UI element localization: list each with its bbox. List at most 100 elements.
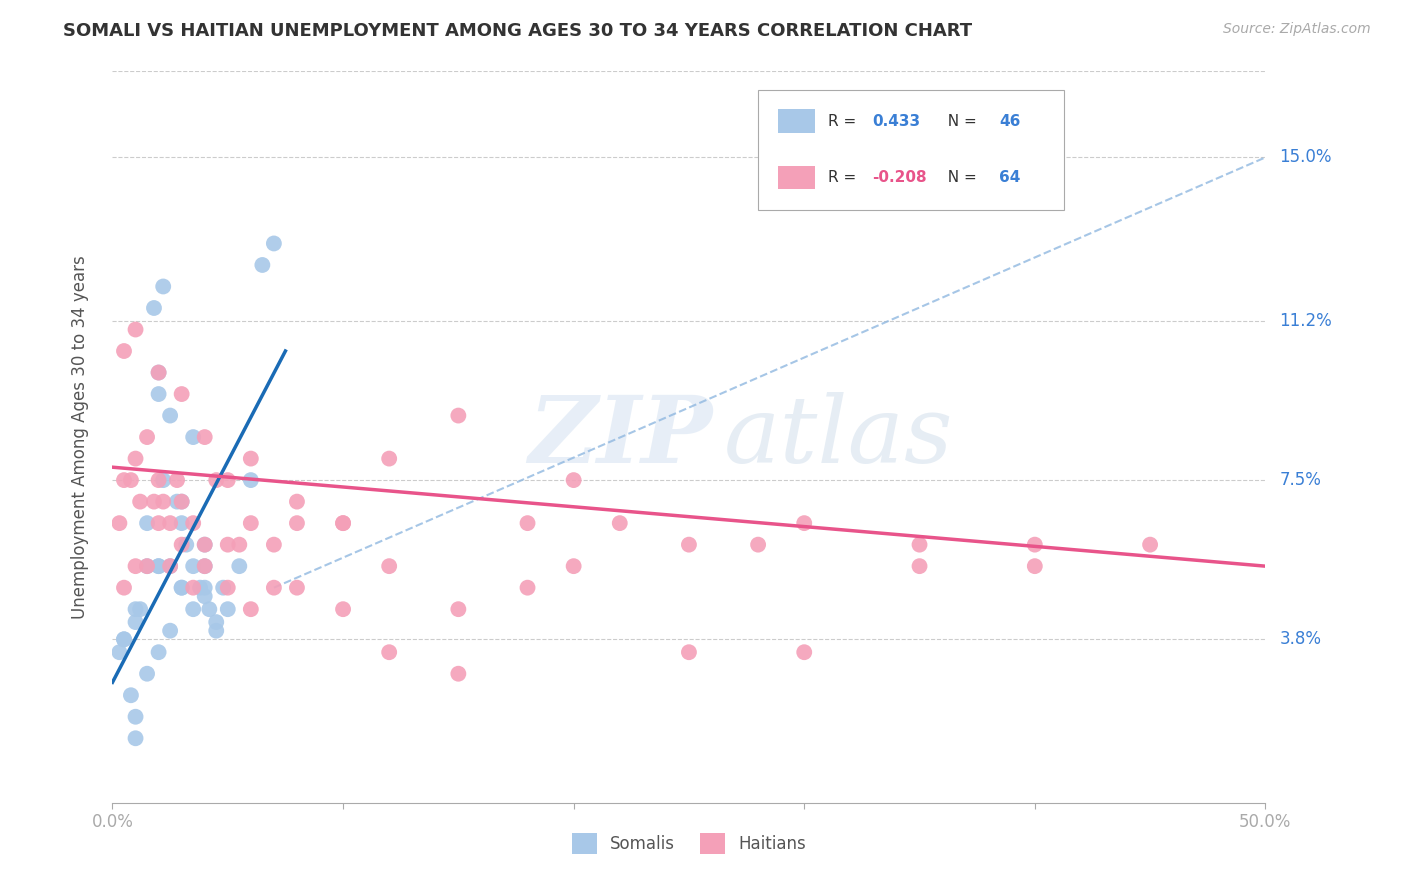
Point bbox=[332, 516, 354, 530]
Point bbox=[188, 581, 211, 595]
Text: SOMALI VS HAITIAN UNEMPLOYMENT AMONG AGES 30 TO 34 YEARS CORRELATION CHART: SOMALI VS HAITIAN UNEMPLOYMENT AMONG AGE… bbox=[63, 22, 973, 40]
Text: 64: 64 bbox=[1000, 169, 1021, 185]
Point bbox=[170, 581, 193, 595]
Point bbox=[194, 581, 217, 595]
Point bbox=[793, 645, 815, 659]
Point bbox=[228, 538, 250, 552]
Point bbox=[332, 602, 354, 616]
Point bbox=[194, 538, 217, 552]
Point bbox=[148, 559, 170, 574]
Point bbox=[108, 516, 131, 530]
Point bbox=[159, 624, 181, 638]
Point bbox=[148, 366, 170, 380]
Point bbox=[170, 581, 193, 595]
Point bbox=[228, 559, 250, 574]
Point bbox=[124, 731, 146, 746]
Text: R =: R = bbox=[828, 169, 862, 185]
Point bbox=[152, 494, 174, 508]
Point bbox=[194, 538, 217, 552]
Text: 0.433: 0.433 bbox=[872, 113, 921, 128]
Point bbox=[124, 710, 146, 724]
Point bbox=[136, 666, 159, 681]
Point bbox=[170, 538, 193, 552]
Text: R =: R = bbox=[828, 113, 862, 128]
Point bbox=[181, 559, 204, 574]
Point bbox=[148, 387, 170, 401]
Point bbox=[194, 589, 217, 603]
Point bbox=[152, 473, 174, 487]
Y-axis label: Unemployment Among Ages 30 to 34 years: Unemployment Among Ages 30 to 34 years bbox=[70, 255, 89, 619]
Point bbox=[120, 473, 142, 487]
Point bbox=[1139, 538, 1161, 552]
Point bbox=[217, 602, 239, 616]
Point bbox=[124, 602, 146, 616]
Point bbox=[217, 538, 239, 552]
Legend: Somalis, Haitians: Somalis, Haitians bbox=[565, 827, 813, 860]
Point bbox=[170, 516, 193, 530]
Point bbox=[378, 645, 401, 659]
Point bbox=[143, 301, 166, 315]
Point bbox=[148, 559, 170, 574]
Text: atlas: atlas bbox=[724, 392, 953, 482]
Point bbox=[170, 387, 193, 401]
Text: N =: N = bbox=[938, 113, 981, 128]
Point bbox=[263, 538, 285, 552]
Point bbox=[124, 322, 146, 336]
Point bbox=[159, 516, 181, 530]
Point bbox=[136, 430, 159, 444]
Point bbox=[166, 473, 188, 487]
Point bbox=[516, 516, 538, 530]
Point bbox=[516, 581, 538, 595]
Point bbox=[136, 559, 159, 574]
Point bbox=[217, 581, 239, 595]
FancyBboxPatch shape bbox=[758, 90, 1063, 211]
Point bbox=[378, 559, 401, 574]
Point bbox=[143, 494, 166, 508]
Text: N =: N = bbox=[938, 169, 981, 185]
Point bbox=[181, 581, 204, 595]
FancyBboxPatch shape bbox=[778, 166, 814, 189]
Text: -0.208: -0.208 bbox=[872, 169, 927, 185]
Text: 11.2%: 11.2% bbox=[1279, 312, 1331, 330]
Text: Source: ZipAtlas.com: Source: ZipAtlas.com bbox=[1223, 22, 1371, 37]
Point bbox=[205, 473, 228, 487]
Point bbox=[170, 494, 193, 508]
Point bbox=[181, 430, 204, 444]
Point bbox=[148, 516, 170, 530]
Point bbox=[609, 516, 631, 530]
Point bbox=[129, 602, 152, 616]
FancyBboxPatch shape bbox=[778, 110, 814, 133]
Point bbox=[908, 538, 931, 552]
Point bbox=[562, 473, 585, 487]
Point bbox=[747, 538, 769, 552]
Point bbox=[217, 473, 239, 487]
Point bbox=[159, 559, 181, 574]
Point bbox=[194, 559, 217, 574]
Text: 3.8%: 3.8% bbox=[1279, 631, 1322, 648]
Point bbox=[252, 258, 274, 272]
Point bbox=[239, 602, 262, 616]
Point bbox=[447, 409, 470, 423]
Point bbox=[285, 494, 308, 508]
Point bbox=[112, 581, 135, 595]
Point bbox=[793, 516, 815, 530]
Point bbox=[378, 451, 401, 466]
Point bbox=[678, 538, 700, 552]
Point bbox=[198, 602, 221, 616]
Point bbox=[181, 602, 204, 616]
Point bbox=[239, 451, 262, 466]
Point bbox=[447, 666, 470, 681]
Point bbox=[285, 581, 308, 595]
Point bbox=[194, 559, 217, 574]
Point bbox=[1024, 559, 1046, 574]
Point bbox=[194, 430, 217, 444]
Point bbox=[239, 516, 262, 530]
Point bbox=[174, 538, 197, 552]
Point bbox=[166, 494, 188, 508]
Point bbox=[678, 645, 700, 659]
Point bbox=[562, 559, 585, 574]
Point bbox=[136, 559, 159, 574]
Text: ZIP: ZIP bbox=[527, 392, 711, 482]
Point bbox=[170, 494, 193, 508]
Point bbox=[205, 615, 228, 629]
